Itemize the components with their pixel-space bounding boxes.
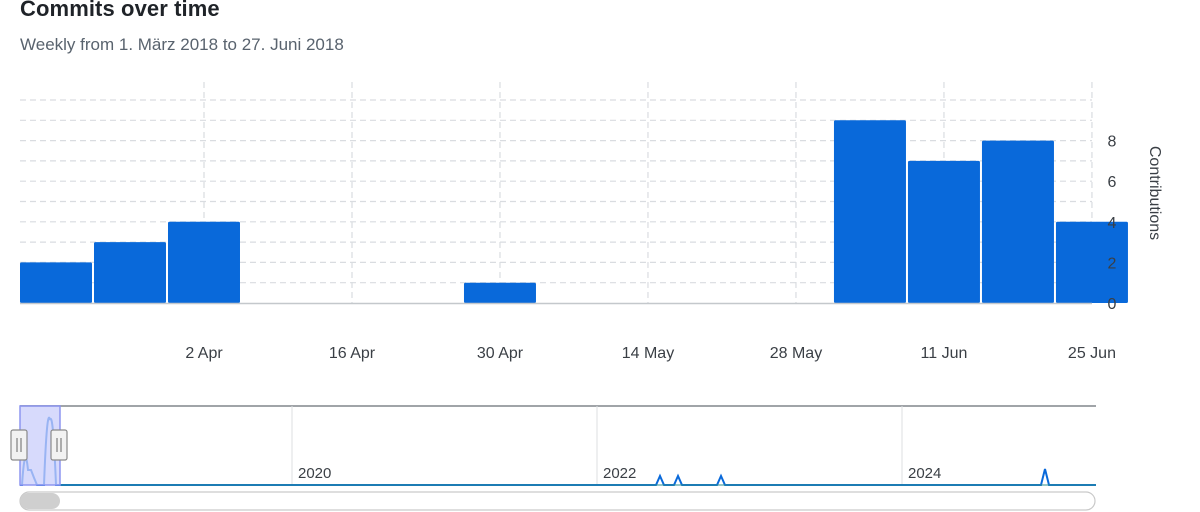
- y-tick-label: 6: [1108, 174, 1117, 191]
- bar[interactable]: [1055, 221, 1128, 303]
- bar[interactable]: [981, 140, 1054, 303]
- navigator-area: [20, 406, 1096, 485]
- handle-body[interactable]: [50, 429, 68, 461]
- navigator-left-handle[interactable]: [10, 429, 28, 461]
- bar[interactable]: [20, 262, 92, 303]
- handle-body[interactable]: [10, 429, 28, 461]
- bar[interactable]: [167, 221, 240, 303]
- navigator-year-label: 2022: [603, 465, 636, 482]
- bars: [20, 120, 1128, 303]
- navigator-year-label: 2020: [298, 465, 331, 482]
- x-tick-label: 16 Apr: [329, 345, 376, 362]
- navigator-right-handle[interactable]: [50, 429, 68, 461]
- bar[interactable]: [833, 120, 906, 303]
- x-tick-label: 2 Apr: [185, 345, 223, 362]
- y-axis-label: Contributions: [1146, 146, 1163, 240]
- scrollbar-track[interactable]: [19, 491, 1096, 511]
- y-tick-label: 2: [1108, 255, 1117, 272]
- axes: 0 2 4 6 8 Contributions 2 Apr 16 Apr 30 Apr 14 Ma…: [20, 134, 1163, 362]
- bar[interactable]: [463, 282, 536, 303]
- navigator: 2020 2022 2024: [10, 405, 1096, 511]
- y-tick-label: 4: [1108, 215, 1117, 232]
- x-tick-label: 11 Jun: [921, 345, 968, 362]
- y-tick-label: 8: [1108, 134, 1117, 151]
- x-tick-label: 25 Jun: [1068, 345, 1116, 362]
- scrollbar-thumb[interactable]: [20, 493, 60, 509]
- chart-subtitle: Weekly from 1. März 2018 to 27. Juni 201…: [20, 35, 344, 54]
- navigator-year-label: 2024: [908, 465, 941, 482]
- bar[interactable]: [907, 160, 980, 303]
- chart-title: Commits over time: [20, 0, 220, 21]
- x-tick-label: 30 Apr: [477, 345, 524, 362]
- y-tick-label: 0: [1108, 296, 1117, 313]
- bar[interactable]: [93, 242, 166, 303]
- x-tick-label: 14 May: [622, 345, 674, 362]
- x-tick-label: 28 May: [770, 345, 822, 362]
